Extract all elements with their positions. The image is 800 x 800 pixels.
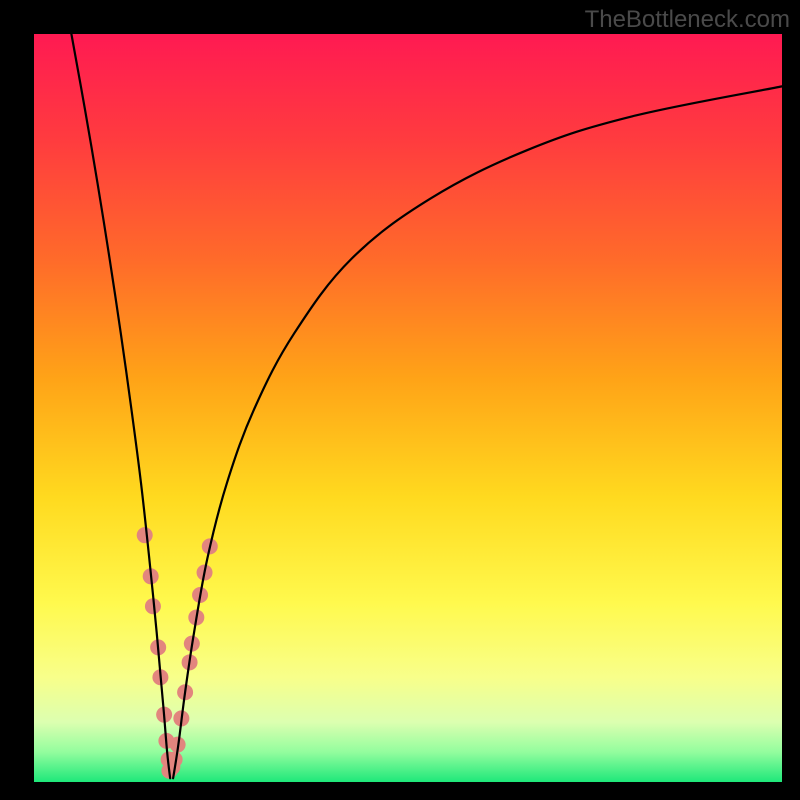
chart-root: TheBottleneck.com bbox=[0, 0, 800, 800]
gradient-plot-area bbox=[34, 34, 782, 782]
watermark-text: TheBottleneck.com bbox=[585, 6, 790, 34]
